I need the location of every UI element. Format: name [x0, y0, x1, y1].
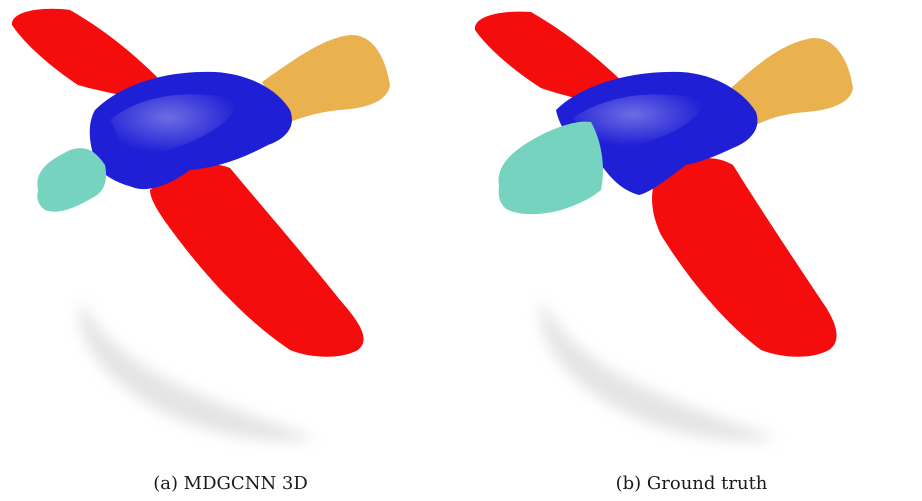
caption-prediction: (a) MDGCNN 3D: [153, 473, 308, 494]
panel-ground-truth: (b) Ground truth: [461, 0, 922, 501]
tail-part: [729, 37, 853, 125]
ground-shadow: [79, 300, 316, 441]
wing-front-part: [652, 158, 837, 357]
airplane-segmentation-render: [11, 8, 390, 441]
fuselage-highlight: [573, 94, 706, 152]
wing-front-part: [150, 164, 364, 357]
tail-part: [262, 34, 390, 122]
nose-part: [498, 121, 603, 215]
panel-prediction: (a) MDGCNN 3D: [11, 8, 390, 494]
ground-shadow: [540, 300, 776, 441]
nose-part: [37, 148, 107, 212]
wing-back-part: [11, 8, 159, 100]
airplane-segmentation-render: [474, 11, 853, 441]
caption-ground-truth: (b) Ground truth: [615, 473, 768, 494]
wing-back-part: [474, 11, 631, 110]
fuselage-highlight: [110, 94, 240, 160]
